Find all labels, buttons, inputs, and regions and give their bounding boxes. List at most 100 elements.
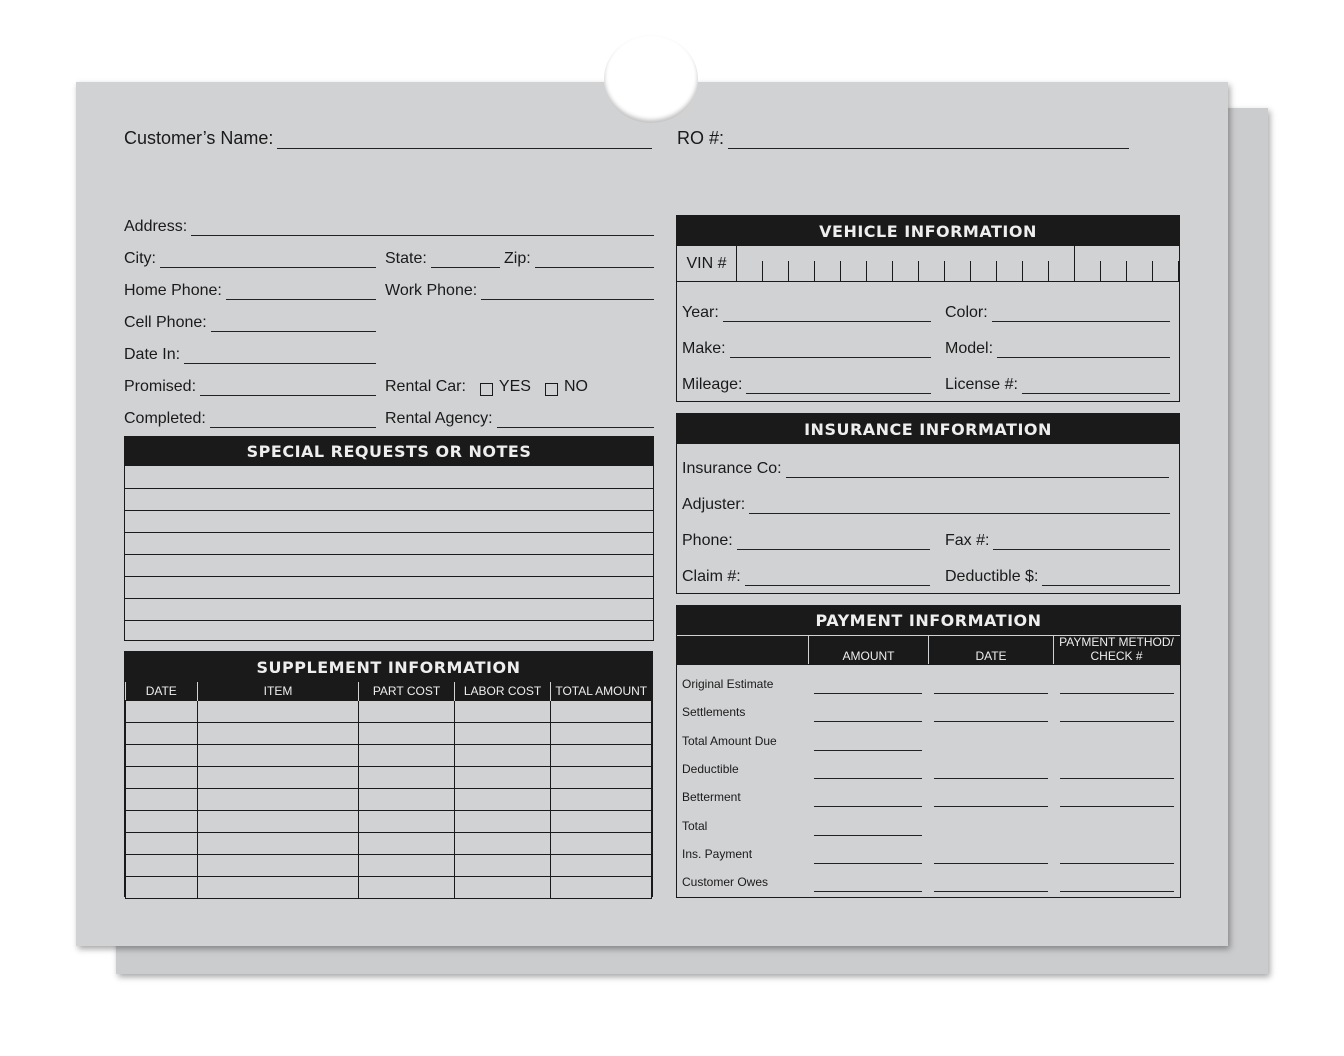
vin-char-box[interactable] [1049,245,1075,281]
supplement-cell[interactable] [197,699,359,723]
supplement-cell[interactable] [358,831,455,855]
promised-field[interactable]: Promised: [124,378,376,396]
zip-field[interactable]: Zip: [504,250,654,268]
vin-char-box[interactable] [1153,246,1179,281]
supplement-cell[interactable] [197,853,359,877]
rental-agency-field[interactable]: Rental Agency: [385,410,654,428]
vin-char-box[interactable] [1101,246,1127,281]
supplement-cell[interactable] [454,787,551,811]
vin-char-box[interactable] [893,246,919,281]
vin-char-box[interactable] [997,246,1023,281]
payment-entry-line[interactable] [1060,693,1174,694]
supplement-cell[interactable] [197,765,359,789]
customer-name-field[interactable]: Customer’s Name: [124,128,652,149]
date-in-field[interactable]: Date In: [124,346,376,364]
payment-entry-line[interactable] [1060,721,1174,723]
supplement-cell[interactable] [197,875,359,899]
supplement-cell[interactable] [454,743,551,767]
year-field[interactable]: Year: [682,304,931,322]
supplement-cell[interactable] [550,853,652,877]
notes-line[interactable] [125,554,653,576]
payment-entry-line[interactable] [814,777,922,779]
payment-entry-line[interactable] [814,693,922,694]
adjuster-field[interactable]: Adjuster: [682,496,1170,514]
payment-entry-line[interactable] [814,862,922,864]
vin-char-box[interactable] [1023,246,1049,281]
vin-char-box[interactable] [763,246,789,281]
payment-entry-line[interactable] [814,806,922,808]
notes-line[interactable] [125,488,653,510]
vin-char-box[interactable] [945,246,971,281]
supplement-cell[interactable] [550,699,652,723]
supplement-cell[interactable] [454,721,551,745]
payment-entry-line[interactable] [934,693,1048,694]
insurance-company-field[interactable]: Insurance Co: [682,460,1169,478]
make-field[interactable]: Make: [682,340,931,358]
payment-entry-line[interactable] [814,834,922,836]
supplement-cell[interactable] [358,809,455,833]
supplement-cell[interactable] [125,743,198,767]
ro-field[interactable]: RO #: [677,128,1129,149]
supplement-cell[interactable] [454,765,551,789]
payment-entry-line[interactable] [814,721,922,723]
supplement-cell[interactable] [550,875,652,899]
supplement-cell[interactable] [125,787,198,811]
supplement-cell[interactable] [358,743,455,767]
supplement-cell[interactable] [550,809,652,833]
supplement-cell[interactable] [125,853,198,877]
vin-char-box[interactable] [789,246,815,281]
claim-field[interactable]: Claim #: [682,568,930,586]
fax-field[interactable]: Fax #: [945,532,1170,550]
payment-entry-line[interactable] [934,862,1048,864]
payment-entry-line[interactable] [1060,806,1174,808]
color-field[interactable]: Color: [945,304,1170,322]
notes-line[interactable] [125,466,653,488]
notes-line[interactable] [125,576,653,598]
model-field[interactable]: Model: [945,340,1170,358]
state-field[interactable]: State: [385,250,500,268]
supplement-cell[interactable] [550,721,652,745]
deductible-field[interactable]: Deductible $: [945,568,1170,586]
vin-char-box[interactable] [737,246,763,281]
payment-entry-line[interactable] [934,721,1048,723]
supplement-cell[interactable] [358,721,455,745]
payment-entry-line[interactable] [934,806,1048,808]
cell-phone-field[interactable]: Cell Phone: [124,314,376,332]
yes-checkbox[interactable] [479,383,493,396]
payment-entry-line[interactable] [814,891,922,893]
supplement-cell[interactable] [358,853,455,877]
license-field[interactable]: License #: [945,376,1170,394]
supplement-cell[interactable] [197,721,359,745]
vin-char-box[interactable] [919,246,945,281]
supplement-cell[interactable] [358,787,455,811]
no-checkbox[interactable] [544,383,558,396]
supplement-cell[interactable] [454,699,551,723]
supplement-cell[interactable] [197,743,359,767]
supplement-cell[interactable] [197,831,359,855]
vin-char-box[interactable] [1075,246,1101,281]
supplement-cell[interactable] [454,853,551,877]
mileage-field[interactable]: Mileage: [682,376,931,394]
notes-line[interactable] [125,532,653,554]
supplement-cell[interactable] [454,809,551,833]
vin-char-box[interactable] [841,246,867,281]
supplement-cell[interactable] [197,787,359,811]
vin-char-box[interactable] [867,246,893,281]
city-field[interactable]: City: [124,250,376,268]
payment-entry-line[interactable] [814,749,922,751]
supplement-cell[interactable] [197,809,359,833]
payment-entry-line[interactable] [1060,891,1174,893]
supplement-cell[interactable] [125,809,198,833]
supplement-cell[interactable] [358,765,455,789]
supplement-cell[interactable] [550,831,652,855]
supplement-cell[interactable] [358,699,455,723]
completed-field[interactable]: Completed: [124,410,376,428]
address-field[interactable]: Address: [124,218,654,236]
supplement-cell[interactable] [125,831,198,855]
payment-entry-line[interactable] [934,891,1048,893]
supplement-cell[interactable] [125,699,198,723]
supplement-cell[interactable] [454,831,551,855]
phone-field[interactable]: Phone: [682,532,930,550]
notes-line[interactable] [125,598,653,620]
work-phone-field[interactable]: Work Phone: [385,282,654,300]
